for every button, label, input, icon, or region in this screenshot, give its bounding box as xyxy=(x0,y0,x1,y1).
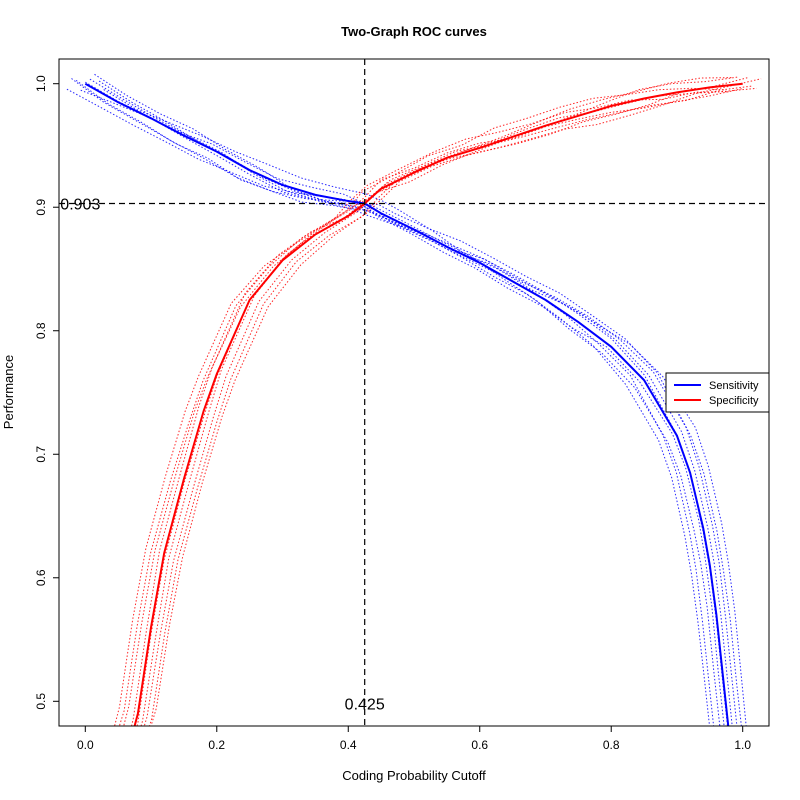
plot-frame xyxy=(58,58,770,727)
x-tick-label: 0.6 xyxy=(471,738,488,752)
y-tick-label: 0.7 xyxy=(34,446,48,463)
bootstrap-curves-layer xyxy=(66,73,762,726)
bootstrap-curve-specificity-5 xyxy=(131,76,739,726)
bootstrap-curve-specificity-8 xyxy=(114,87,725,726)
bootstrap-curve-specificity-3 xyxy=(140,77,748,726)
bootstrap-curve-sensitivity-4 xyxy=(85,81,729,726)
bootstrap-curve-specificity-1 xyxy=(148,87,757,726)
y-tick-label: 0.9 xyxy=(34,199,48,216)
y-tick-label: 0.8 xyxy=(34,322,48,339)
x-tick-label: 0.0 xyxy=(77,738,94,752)
bootstrap-curve-specificity-0 xyxy=(150,78,762,726)
bootstrap-curve-sensitivity-1 xyxy=(71,78,715,726)
bootstrap-curve-sensitivity-7 xyxy=(98,80,742,726)
x-tick-label: 0.4 xyxy=(340,738,357,752)
bootstrap-curve-specificity-6 xyxy=(123,77,734,726)
axes-layer: 0.0 0.2 0.4 0.6 0.8 1.0 0.5 0.6 0.7 0.8 0.9 1.0 xyxy=(34,75,751,752)
bootstrap-curve-sensitivity-5 xyxy=(89,78,733,726)
x-tick-label: 1.0 xyxy=(734,738,751,752)
chart-title: Two-Graph ROC curves xyxy=(341,24,487,39)
bootstrap-curve-specificity-4 xyxy=(136,88,743,726)
annotation-1: 0.425 xyxy=(345,696,385,713)
legend-label-specificity: Specificity xyxy=(709,395,759,407)
bootstrap-curve-specificity-2 xyxy=(143,85,752,726)
series-line-sensitivity xyxy=(84,82,730,726)
reference-lines-layer: 0.903 0.425 xyxy=(59,59,769,726)
y-tick-label: 0.6 xyxy=(34,569,48,586)
y-tick-label: 1.0 xyxy=(34,75,48,92)
series-line-specificity xyxy=(133,82,743,726)
x-tick-label: 0.2 xyxy=(208,738,225,752)
bootstrap-curve-sensitivity-6 xyxy=(94,73,738,726)
y-axis-label: Performance xyxy=(1,355,16,429)
legend-label-sensitivity: Sensitivity xyxy=(709,380,759,392)
annotation-0: 0.903 xyxy=(60,197,100,214)
x-tick-label: 0.8 xyxy=(603,738,620,752)
legend-box xyxy=(665,372,770,413)
y-tick-label: 0.5 xyxy=(34,693,48,710)
bootstrap-curve-specificity-7 xyxy=(118,91,729,726)
legend: Sensitivity Specificity xyxy=(665,372,770,413)
bootstrap-curve-sensitivity-3 xyxy=(80,89,725,726)
x-axis-label: Coding Probability Cutoff xyxy=(342,768,486,783)
main-curves-layer xyxy=(84,82,743,726)
bootstrap-curve-sensitivity-8 xyxy=(103,89,747,726)
